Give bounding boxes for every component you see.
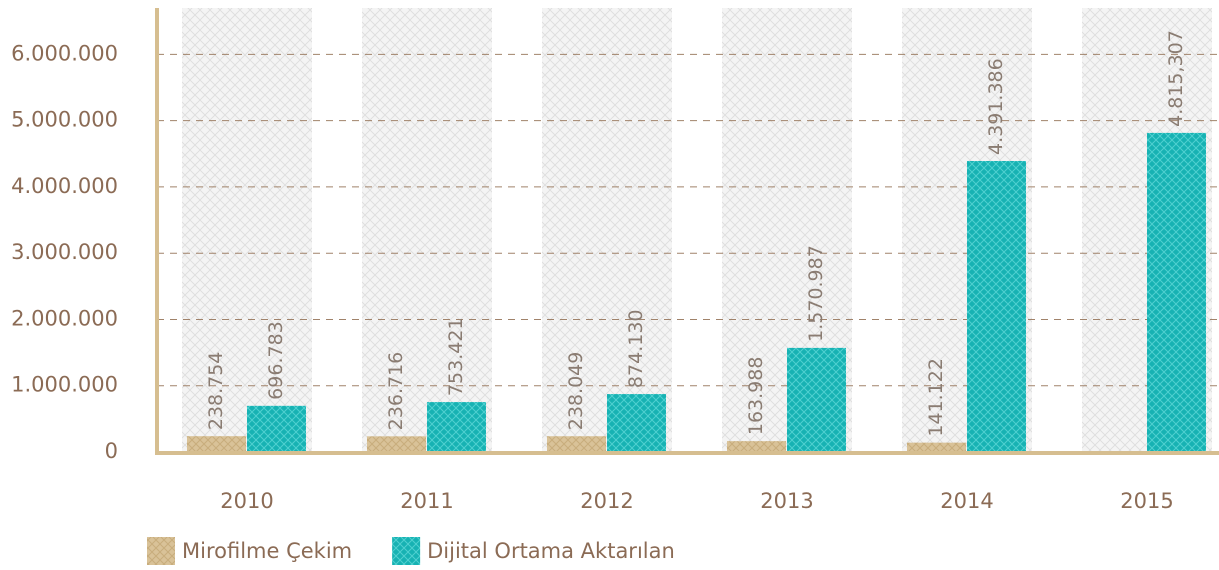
y-tick-label: 4.000.000 (11, 174, 118, 198)
legend-swatch (392, 537, 421, 565)
bar (787, 347, 846, 452)
y-tick-label: 3.000.000 (11, 240, 118, 264)
legend-swatch (147, 537, 175, 565)
legend-label: Dijital Ortama Aktarılan (427, 539, 675, 563)
y-tick-label: 0 (105, 439, 118, 463)
bar (727, 441, 786, 452)
column-background (182, 8, 312, 452)
value-label: 696.783 (265, 321, 287, 400)
x-tick-label: 2010 (220, 489, 273, 513)
x-tick-label: 2012 (580, 489, 633, 513)
bar (427, 402, 486, 452)
bar (247, 405, 306, 452)
column-background (542, 8, 672, 452)
legend-label: Mirofilme Çekim (182, 539, 352, 563)
bar (187, 436, 246, 452)
bar (1147, 132, 1206, 453)
value-label: 4.391.386 (985, 58, 1007, 155)
bar (367, 436, 426, 452)
value-label: 141.122 (925, 358, 947, 437)
bar (547, 436, 606, 452)
bar (907, 442, 966, 452)
value-label: 1.570.987 (805, 245, 827, 342)
value-label: 238.754 (205, 352, 227, 431)
y-tick-label: 2.000.000 (11, 306, 118, 330)
bar (607, 394, 666, 452)
value-label: 163.988 (745, 357, 767, 436)
x-tick-label: 2014 (940, 489, 993, 513)
column-background (362, 8, 492, 452)
bar (967, 160, 1026, 452)
x-tick-label: 2015 (1120, 489, 1173, 513)
x-tick-label: 2011 (400, 489, 453, 513)
y-tick-label: 1.000.000 (11, 373, 118, 397)
y-tick-label: 6.000.000 (11, 41, 118, 65)
value-label: 4.815,307 (1165, 30, 1187, 127)
value-label: 236.716 (385, 352, 407, 431)
value-label: 874.130 (625, 309, 647, 388)
y-tick-label: 5.000.000 (11, 108, 118, 132)
value-label: 753.421 (445, 317, 467, 396)
value-label: 238.049 (565, 352, 587, 431)
x-tick-label: 2013 (760, 489, 813, 513)
